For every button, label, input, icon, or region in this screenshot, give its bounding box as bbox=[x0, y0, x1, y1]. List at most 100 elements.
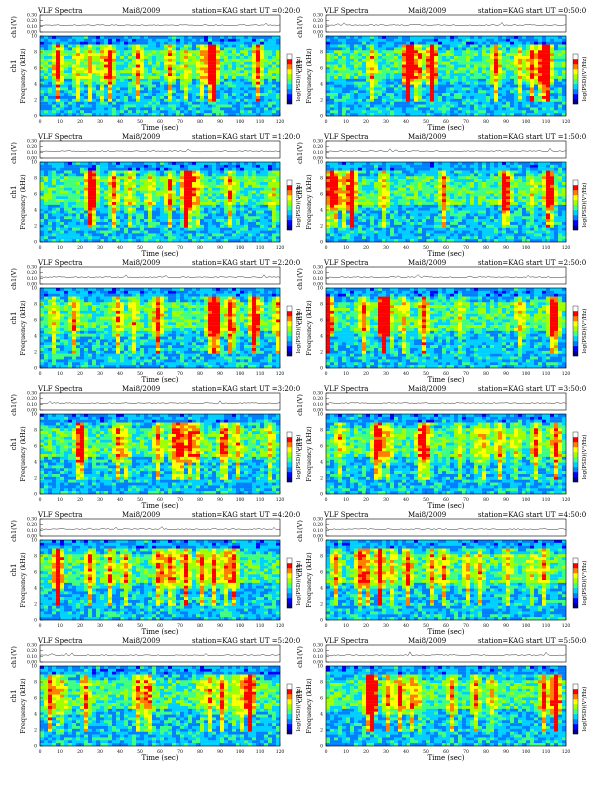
spectrogram-cell bbox=[100, 205, 104, 208]
spectrogram-cell bbox=[64, 53, 68, 56]
spectrogram-cell bbox=[276, 165, 280, 168]
spectrogram-cell bbox=[474, 85, 478, 88]
spectrogram-cell bbox=[256, 73, 260, 76]
spectrogram-cell bbox=[272, 96, 276, 99]
spectrogram-cell bbox=[140, 70, 144, 73]
spectrogram-cell bbox=[152, 93, 156, 96]
spectrogram-cell bbox=[256, 176, 260, 179]
spectrogram-cell bbox=[526, 73, 530, 76]
spectrogram-cell bbox=[172, 176, 176, 179]
spectrogram-cell bbox=[354, 76, 358, 79]
spectrogram-cell bbox=[40, 216, 44, 219]
spectrogram-cell bbox=[474, 99, 478, 102]
spectrogram-cell bbox=[220, 219, 224, 222]
spectrogram-cell bbox=[144, 76, 148, 79]
spectrogram-cell bbox=[236, 188, 240, 191]
spectrogram-cell bbox=[538, 45, 542, 48]
spectrogram-cell bbox=[490, 110, 494, 113]
spectrogram-cell bbox=[346, 65, 350, 68]
spectrogram-cell bbox=[172, 205, 176, 208]
spectrogram-cell bbox=[382, 107, 386, 110]
spectrogram-cell bbox=[418, 93, 422, 96]
spectrogram-cell bbox=[370, 62, 374, 65]
spectrogram-cell bbox=[104, 213, 108, 216]
spectrogram-cell bbox=[542, 67, 546, 70]
spectrogram-cell bbox=[358, 85, 362, 88]
spectrogram-cell bbox=[56, 185, 60, 188]
spectrogram-cell bbox=[92, 90, 96, 93]
spectrogram-cell bbox=[422, 42, 426, 45]
spectrogram-cell bbox=[386, 62, 390, 65]
spectrogram-cell bbox=[200, 110, 204, 113]
spectrogram-cell bbox=[188, 213, 192, 216]
spectrogram-cell bbox=[418, 39, 422, 42]
spectrogram-cell bbox=[422, 82, 426, 85]
spectrogram-cell bbox=[506, 93, 510, 96]
spectrogram-cell bbox=[370, 73, 374, 76]
spectrogram-cell bbox=[346, 93, 350, 96]
spectrogram-cell bbox=[248, 96, 252, 99]
spectrogram-cell bbox=[200, 56, 204, 59]
spectrogram-cell bbox=[124, 213, 128, 216]
spectrogram-cell bbox=[172, 90, 176, 93]
spectrogram-cell bbox=[232, 188, 236, 191]
spectrogram-cell bbox=[52, 50, 56, 53]
spectrogram-cell bbox=[112, 171, 116, 174]
spectrogram-cell bbox=[104, 107, 108, 110]
spectrogram-cell bbox=[112, 176, 116, 179]
spectrogram-cell bbox=[276, 193, 280, 196]
spectrogram-cell bbox=[132, 73, 136, 76]
spectrogram-cell bbox=[466, 67, 470, 70]
spectrogram-cell bbox=[184, 107, 188, 110]
spectrogram-cell bbox=[264, 59, 268, 62]
spectrogram-cell bbox=[264, 185, 268, 188]
spectrogram-cell bbox=[466, 76, 470, 79]
spectrogram-cell bbox=[208, 85, 212, 88]
spectrogram-cell bbox=[542, 45, 546, 48]
spectrogram-cell bbox=[56, 96, 60, 99]
spectrogram-cell bbox=[538, 96, 542, 99]
spectrogram-cell bbox=[362, 76, 366, 79]
spectrogram-cell bbox=[160, 50, 164, 53]
spectrogram-cell bbox=[478, 93, 482, 96]
spectrogram-cell bbox=[212, 73, 216, 76]
spectrogram-cell bbox=[152, 191, 156, 194]
spectrogram-cell bbox=[76, 39, 80, 42]
spectrogram-cell bbox=[152, 45, 156, 48]
spectrogram-cell bbox=[196, 196, 200, 199]
spectrogram-cell bbox=[84, 99, 88, 102]
spectrogram-cell bbox=[236, 102, 240, 105]
spectrogram-cell bbox=[478, 96, 482, 99]
spectrogram-cell bbox=[168, 162, 172, 165]
colorbar-segment bbox=[287, 59, 292, 64]
spectrogram-cell bbox=[48, 165, 52, 168]
spectrogram-cell bbox=[370, 65, 374, 68]
spectrogram-cell bbox=[124, 110, 128, 113]
spectrogram-cell bbox=[108, 47, 112, 50]
spectrogram-cell bbox=[120, 113, 124, 116]
spectrogram-cell bbox=[52, 110, 56, 113]
spectrogram-cell bbox=[506, 113, 510, 116]
spectrogram-cell bbox=[156, 205, 160, 208]
spectrogram-cell bbox=[120, 65, 124, 68]
spectrogram-cell bbox=[116, 53, 120, 56]
spectrogram-cell bbox=[48, 171, 52, 174]
spectrogram-cell bbox=[362, 45, 366, 48]
spectrogram-cell bbox=[224, 62, 228, 65]
spectrogram-cell bbox=[272, 39, 276, 42]
spectrogram-cell bbox=[44, 107, 48, 110]
spectrogram-cell bbox=[370, 39, 374, 42]
voltage-tick-label: 0.20 bbox=[313, 18, 323, 24]
spectrogram-cell bbox=[394, 85, 398, 88]
spectrogram-cell bbox=[192, 82, 196, 85]
spectrogram-cell bbox=[252, 113, 256, 116]
spectrogram-cell bbox=[386, 36, 390, 39]
spectrogram-cell bbox=[40, 62, 44, 65]
spectrogram-cell bbox=[438, 65, 442, 68]
spectrogram-cell bbox=[546, 59, 550, 62]
spectrogram-cell bbox=[414, 65, 418, 68]
spectrogram-cell bbox=[152, 211, 156, 214]
spectrogram-cell bbox=[208, 90, 212, 93]
spectrogram-cell bbox=[52, 67, 56, 70]
